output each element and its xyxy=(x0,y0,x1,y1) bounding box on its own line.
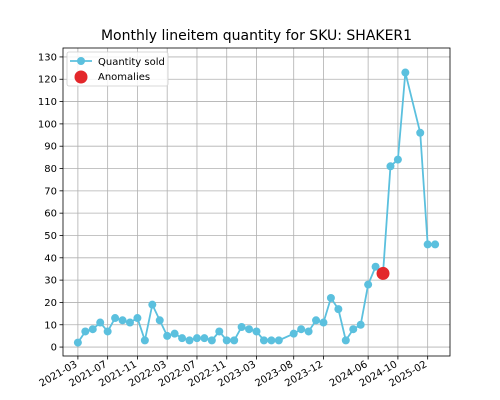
data-point xyxy=(319,318,328,327)
data-point xyxy=(274,336,283,345)
data-point xyxy=(334,305,343,314)
legend-marker-quantity xyxy=(77,57,85,65)
data-point xyxy=(118,316,127,325)
legend-marker-anomalies xyxy=(74,70,88,84)
data-point xyxy=(133,314,142,323)
data-point xyxy=(155,316,164,325)
data-point xyxy=(170,329,179,338)
data-point xyxy=(237,322,246,331)
data-point xyxy=(312,316,321,325)
y-tick-label: 70 xyxy=(44,186,57,197)
data-point xyxy=(364,280,373,289)
data-point xyxy=(267,336,276,345)
legend-label-quantity: Quantity sold xyxy=(98,57,165,68)
data-point xyxy=(386,162,395,171)
data-point xyxy=(103,327,112,336)
data-point xyxy=(416,128,425,137)
y-tick-label: 90 xyxy=(44,142,57,153)
data-point xyxy=(304,327,313,336)
y-tick-label: 80 xyxy=(44,164,57,175)
data-point xyxy=(163,331,172,340)
y-tick-label: 40 xyxy=(44,253,57,264)
chart-title: Monthly lineitem quantity for SKU: SHAKE… xyxy=(101,28,412,44)
data-point xyxy=(259,336,268,345)
data-point xyxy=(393,155,402,164)
data-point xyxy=(200,334,209,343)
data-point xyxy=(140,336,149,345)
data-point xyxy=(185,336,194,345)
data-point xyxy=(192,334,201,343)
legend: Quantity sold Anomalies xyxy=(66,51,169,87)
data-point xyxy=(401,68,410,77)
anomaly-point xyxy=(376,266,390,280)
data-point xyxy=(215,327,224,336)
data-point xyxy=(207,336,216,345)
data-point xyxy=(96,318,105,327)
data-point xyxy=(111,314,120,323)
y-tick-label: 130 xyxy=(38,52,57,63)
data-point xyxy=(230,336,239,345)
data-point xyxy=(326,293,335,302)
data-point xyxy=(431,240,440,249)
legend-label-anomalies: Anomalies xyxy=(98,72,150,83)
grid xyxy=(63,48,450,356)
y-tick-label: 60 xyxy=(44,209,57,220)
data-point xyxy=(371,262,380,271)
data-point xyxy=(297,325,306,334)
data-point xyxy=(252,327,261,336)
data-point xyxy=(178,334,187,343)
data-point xyxy=(148,300,157,309)
y-tick-label: 0 xyxy=(51,343,57,354)
data-point xyxy=(356,320,365,329)
series-quantity-sold xyxy=(73,68,440,347)
data-point xyxy=(349,325,358,334)
data-point xyxy=(88,325,97,334)
legend-box xyxy=(66,51,169,87)
data-point xyxy=(245,325,254,334)
y-tick-label: 20 xyxy=(44,298,57,309)
data-point xyxy=(81,327,90,336)
y-tick-label: 100 xyxy=(38,119,57,130)
data-point xyxy=(222,336,231,345)
data-point xyxy=(341,336,350,345)
y-tick-label: 50 xyxy=(44,231,57,242)
data-point xyxy=(423,240,432,249)
data-point xyxy=(73,338,82,347)
x-axis: 2021-032021-072021-112022-032022-072022-… xyxy=(38,356,429,389)
data-point xyxy=(289,329,298,338)
y-tick-label: 110 xyxy=(38,97,57,108)
y-tick-label: 120 xyxy=(38,75,57,86)
y-tick-label: 30 xyxy=(44,276,57,287)
data-point xyxy=(125,318,134,327)
series-anomalies xyxy=(376,266,390,280)
y-axis: 0 10 20 30 40 50 60 70 80 90 100 110 120 130 xyxy=(38,52,63,354)
y-tick-label: 10 xyxy=(44,320,57,331)
